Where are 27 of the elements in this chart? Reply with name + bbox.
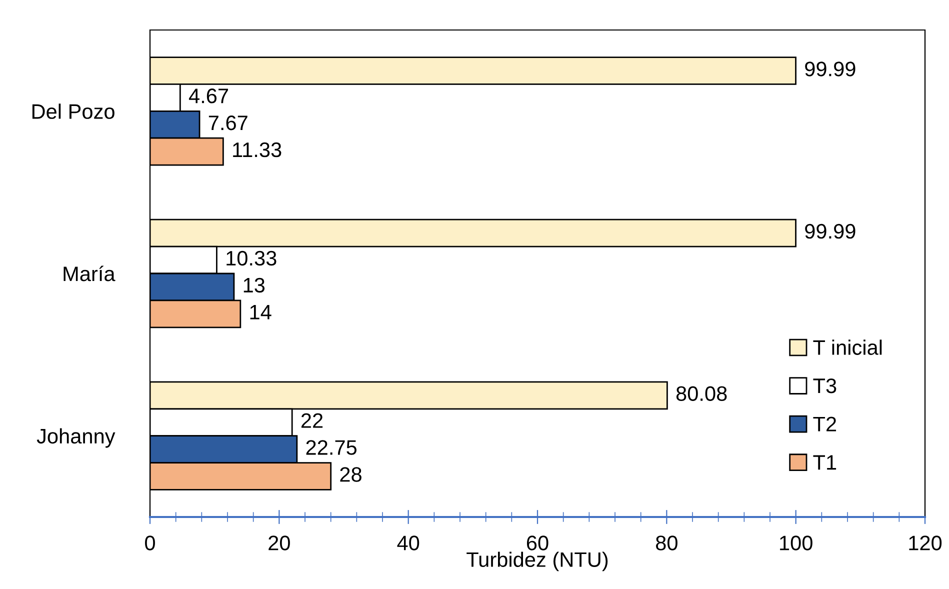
- data-label: 10.33: [226, 250, 276, 266]
- legend-label: T1: [813, 455, 836, 470]
- data-label: 22.75: [306, 440, 357, 455]
- data-label: 14: [250, 304, 272, 320]
- x-tick-label: 0: [145, 536, 155, 550]
- legend-label: T3: [813, 378, 836, 394]
- data-label: 7.67: [208, 115, 248, 130]
- x-tick-label: 60: [526, 536, 548, 550]
- legend-label: T inicial: [813, 340, 882, 355]
- data-label: 80.08: [676, 386, 727, 402]
- x-tick-label: 120: [909, 536, 942, 550]
- data-label: 22: [301, 413, 323, 428]
- data-label: 28: [340, 467, 362, 482]
- x-tick-label: 20: [268, 536, 290, 550]
- data-label: 11.33: [233, 142, 282, 158]
- y-tick-label: Del Pozo: [32, 104, 114, 119]
- data-label: 99.99: [805, 62, 856, 76]
- x-tick-label: 40: [397, 536, 420, 550]
- x-tick-label: 80: [656, 536, 678, 550]
- data-label: 99.99: [805, 224, 856, 239]
- x-tick-label: 100: [780, 536, 812, 550]
- data-label: 13: [244, 278, 265, 293]
- y-tick-label: María: [64, 266, 116, 282]
- data-label: 4.67: [188, 88, 228, 104]
- legend-label: T2: [813, 416, 836, 432]
- y-tick-label: Johanny: [36, 428, 116, 448]
- x-axis-title: Turbidez (NTU): [466, 552, 608, 572]
